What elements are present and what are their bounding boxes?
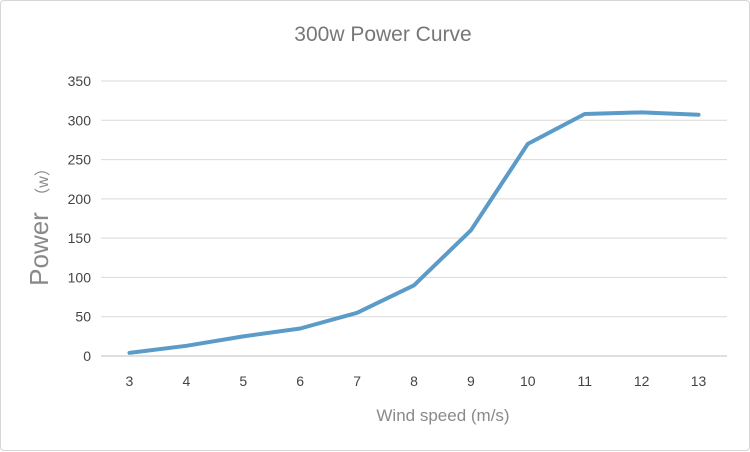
x-tick-label-5: 5	[239, 373, 247, 389]
x-tick-label-12: 12	[634, 373, 650, 389]
x-tick-labels: 3 4 5 6 7 8 9 10 11 12 13	[126, 373, 707, 389]
y-tick-label-50: 50	[75, 309, 91, 325]
x-tick-label-7: 7	[353, 373, 361, 389]
y-tick-label-200: 200	[68, 191, 92, 207]
x-tick-label-3: 3	[126, 373, 134, 389]
x-tick-label-6: 6	[296, 373, 304, 389]
chart-title: 300w Power Curve	[294, 23, 471, 46]
y-tick-label-250: 250	[68, 152, 92, 168]
y-axis-label-unit: （w）	[34, 160, 52, 204]
y-axis-label-group: Power （w）	[24, 160, 54, 286]
x-tick-label-4: 4	[182, 373, 190, 389]
y-tick-label-100: 100	[68, 269, 92, 285]
y-axis-label-main: Power	[24, 212, 54, 286]
x-tick-label-13: 13	[691, 373, 707, 389]
y-axis-label: Power （w）	[24, 160, 54, 286]
y-tick-label-150: 150	[68, 230, 92, 246]
grid-lines	[101, 81, 727, 356]
y-tick-labels: 0 50 100 150 200 250 300 350	[68, 73, 92, 364]
x-tick-label-9: 9	[467, 373, 475, 389]
x-axis-label: Wind speed (m/s)	[376, 406, 509, 425]
x-tick-label-11: 11	[577, 373, 592, 389]
x-tick-label-8: 8	[410, 373, 418, 389]
x-tick-label-10: 10	[520, 373, 536, 389]
y-tick-label-0: 0	[83, 348, 91, 364]
y-tick-label-300: 300	[68, 112, 92, 128]
y-tick-label-350: 350	[68, 73, 92, 89]
